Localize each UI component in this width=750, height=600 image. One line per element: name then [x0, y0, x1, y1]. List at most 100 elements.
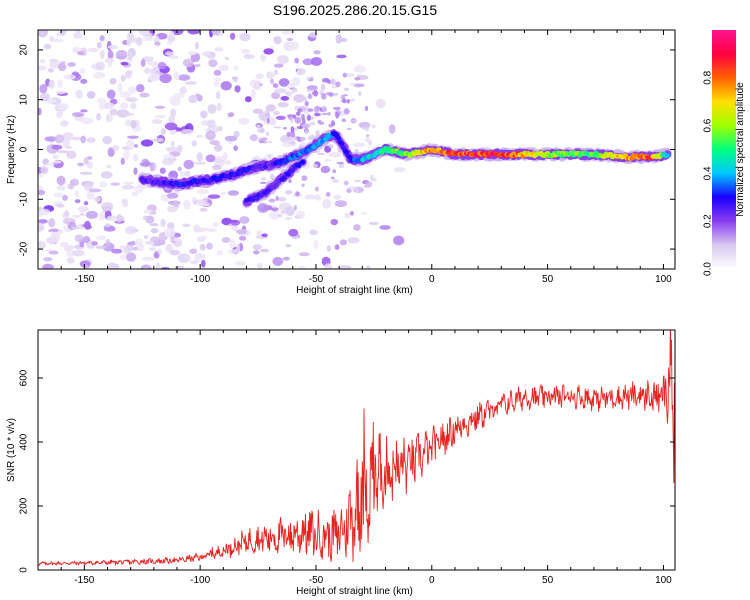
noise-blob: [278, 78, 290, 87]
noise-blob: [224, 135, 238, 142]
noise-blob: [290, 126, 295, 133]
noise-blob: [249, 134, 258, 142]
noise-blob: [318, 121, 325, 125]
noise-blob: [321, 105, 327, 112]
noise-blob: [214, 77, 222, 82]
noise-blob: [117, 82, 123, 93]
noise-blob: [393, 235, 405, 246]
noise-blob: [301, 123, 307, 128]
noise-blob: [308, 78, 314, 82]
noise-blob: [177, 74, 191, 81]
noise-blob: [304, 101, 309, 107]
noise-blob: [139, 161, 153, 167]
noise-blob: [284, 217, 293, 220]
noise-blob: [170, 140, 175, 147]
noise-blob: [39, 58, 46, 63]
noise-blob: [208, 59, 218, 68]
noise-blob: [80, 109, 88, 113]
noise-blob: [228, 219, 238, 223]
noise-blob: [325, 192, 331, 197]
noise-blob: [197, 202, 211, 207]
noise-blob: [253, 250, 260, 255]
noise-blob: [125, 70, 132, 79]
snr-ylabel: SNR (10 * v/v): [6, 418, 17, 482]
branch-ridge-core: [281, 175, 287, 181]
heatmap-xtick-label: 0: [429, 274, 435, 285]
noise-blob: [285, 206, 295, 217]
noise-blob: [313, 50, 321, 55]
noise-blob: [167, 35, 176, 43]
noise-blob: [328, 144, 334, 149]
noise-blob: [177, 144, 183, 154]
noise-blob: [388, 124, 396, 134]
noise-blob: [309, 229, 318, 236]
noise-blob: [107, 147, 115, 158]
noise-blob: [181, 128, 194, 135]
noise-blob: [244, 96, 252, 103]
noise-blob: [332, 179, 339, 183]
noise-blob: [275, 196, 279, 201]
noise-blob: [47, 68, 54, 73]
noise-blob: [344, 212, 351, 219]
noise-blob: [60, 120, 69, 127]
noise-blob: [54, 134, 65, 144]
noise-blob: [106, 89, 116, 99]
noise-blob: [366, 265, 371, 269]
noise-blob: [159, 167, 166, 174]
noise-blob: [263, 48, 274, 55]
noise-blob: [229, 32, 236, 40]
noise-blob: [213, 81, 220, 87]
heatmap-ylabel: Frequency (Hz): [6, 115, 17, 184]
noise-blob: [215, 91, 221, 100]
noise-blob: [368, 221, 379, 225]
noise-blob: [270, 207, 279, 212]
noise-blob: [272, 83, 279, 88]
noise-blob: [135, 84, 145, 93]
noise-blob: [188, 94, 198, 104]
colorbar-tick-label: 0.6: [703, 118, 714, 132]
noise-blob: [300, 137, 304, 142]
noise-blob: [87, 47, 99, 53]
noise-blob: [102, 135, 112, 145]
noise-blob: [280, 95, 290, 101]
noise-blob: [277, 214, 283, 218]
noise-blob: [57, 150, 70, 154]
noise-blob: [292, 114, 297, 120]
noise-blob: [343, 108, 350, 115]
noise-blob: [364, 105, 369, 112]
noise-blob: [151, 137, 164, 143]
noise-blob: [339, 265, 352, 269]
noise-blob: [353, 224, 361, 231]
noise-blob: [57, 79, 63, 89]
noise-blob: [227, 112, 235, 117]
noise-blob: [74, 199, 81, 204]
noise-blob: [56, 109, 63, 118]
noise-blob: [375, 98, 386, 109]
noise-blob: [146, 60, 158, 66]
noise-blob: [62, 138, 70, 148]
noise-blob: [233, 145, 238, 151]
noise-blob: [368, 139, 372, 146]
noise-blob: [273, 36, 282, 45]
noise-blob: [235, 243, 241, 254]
snr-xtick-label: -50: [309, 575, 324, 586]
snr-xtick-label: 100: [655, 575, 672, 586]
noise-blob: [148, 72, 161, 82]
noise-blob: [48, 217, 56, 228]
noise-blob: [284, 135, 293, 141]
noise-blob: [200, 110, 208, 119]
noise-blob: [320, 84, 326, 91]
noise-blob: [119, 254, 127, 261]
noise-blob: [320, 92, 326, 100]
noise-blob: [159, 73, 172, 84]
noise-blob: [306, 89, 312, 92]
noise-blob: [71, 226, 79, 230]
noise-blob: [358, 83, 365, 87]
noise-blob: [104, 57, 115, 64]
noise-blob: [268, 198, 276, 203]
noise-blob: [38, 189, 46, 196]
noise-blob: [124, 226, 137, 235]
noise-blob: [220, 80, 232, 91]
snr-ytick-label: 600: [19, 369, 30, 386]
noise-blob: [283, 126, 287, 130]
